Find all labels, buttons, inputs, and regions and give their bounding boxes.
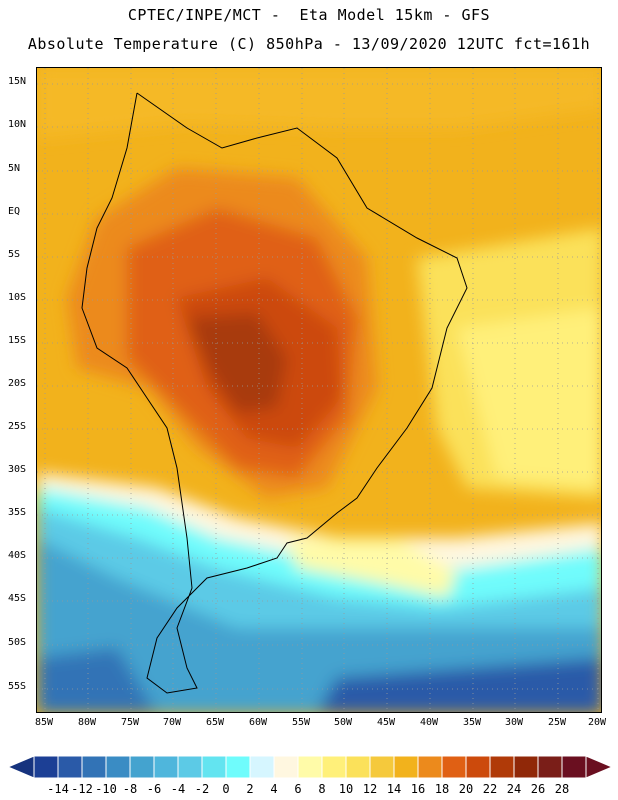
- longitude-label: 85W: [34, 717, 54, 728]
- colorbar-cell: [273, 755, 299, 779]
- colorbar-tick-label: 14: [386, 782, 402, 796]
- colorbar-cell: [441, 755, 467, 779]
- colorbar-cell: [393, 755, 419, 779]
- colorbar-min-arrow: [6, 755, 35, 779]
- colorbar-tick-label: -2: [194, 782, 210, 796]
- latitude-label: 5N: [8, 163, 21, 174]
- colorbar-cell: [345, 755, 371, 779]
- latitude-label: 35S: [8, 507, 27, 518]
- latitude-label: 15S: [8, 335, 27, 346]
- colorbar-cell: [129, 755, 155, 779]
- latitude-label: 25S: [8, 421, 27, 432]
- colorbar-tick-label: -12: [71, 782, 93, 796]
- latitude-label: 50S: [8, 637, 27, 648]
- colorbar: [6, 755, 614, 779]
- colorbar-cell: [225, 755, 251, 779]
- longitude-label: 80W: [77, 717, 97, 728]
- colorbar-tick-label: 16: [410, 782, 426, 796]
- colorbar-tick-label: 24: [506, 782, 522, 796]
- colorbar-cell: [321, 755, 347, 779]
- longitude-label: 20W: [587, 717, 607, 728]
- colorbar-cell: [297, 755, 323, 779]
- latitude-label: 5S: [8, 249, 21, 260]
- latitude-label: 45S: [8, 593, 27, 604]
- colorbar-tick-label: -4: [170, 782, 186, 796]
- latitude-label: 10S: [8, 292, 27, 303]
- colorbar-cell: [105, 755, 131, 779]
- longitude-label: 35W: [462, 717, 482, 728]
- colorbar-tick-label: 0: [222, 782, 230, 796]
- colorbar-tick-label: 22: [482, 782, 498, 796]
- coastline: [81, 92, 468, 694]
- colorbar-tick-label: 4: [270, 782, 278, 796]
- longitude-label: 30W: [504, 717, 524, 728]
- colorbar-cell: [81, 755, 107, 779]
- colorbar-tick-label: 26: [530, 782, 546, 796]
- longitude-label: 60W: [248, 717, 268, 728]
- colorbar-max-arrow: [585, 755, 614, 779]
- colorbar-tick-label: -8: [122, 782, 138, 796]
- colorbar-cell: [465, 755, 491, 779]
- colorbar-cell: [153, 755, 179, 779]
- colorbar-tick-label: -10: [95, 782, 117, 796]
- longitude-label: 25W: [547, 717, 567, 728]
- colorbar-tick-label: -6: [146, 782, 162, 796]
- longitude-label: 70W: [162, 717, 182, 728]
- longitude-label: 45W: [376, 717, 396, 728]
- temperature-map: [36, 67, 602, 713]
- longitude-label: 65W: [205, 717, 225, 728]
- latitude-label: EQ: [8, 206, 21, 217]
- colorbar-tick-label: 20: [458, 782, 474, 796]
- colorbar-cell: [57, 755, 83, 779]
- colorbar-cell: [417, 755, 443, 779]
- header-title-line-1: CPTEC/INPE/MCT - Eta Model 15km - GFS: [127, 6, 491, 24]
- colorbar-tick-label: 12: [362, 782, 378, 796]
- colorbar-cell: [249, 755, 275, 779]
- longitude-label: 55W: [291, 717, 311, 728]
- latitude-label: 55S: [8, 681, 27, 692]
- colorbar-cell: [513, 755, 539, 779]
- latitude-label: 10N: [8, 119, 27, 130]
- colorbar-cell: [201, 755, 227, 779]
- latitude-label: 30S: [8, 464, 27, 475]
- header-title-line-2: Absolute Temperature (C) 850hPa - 13/09/…: [27, 35, 591, 53]
- colorbar-cell: [33, 755, 59, 779]
- colorbar-tick-label: 18: [434, 782, 450, 796]
- colorbar-cell: [369, 755, 395, 779]
- longitude-label: 50W: [333, 717, 353, 728]
- colorbar-tick-label: -14: [47, 782, 69, 796]
- colorbar-cell: [177, 755, 203, 779]
- longitude-label: 40W: [419, 717, 439, 728]
- colorbar-tick-label: 28: [554, 782, 570, 796]
- colorbar-cell: [537, 755, 563, 779]
- colorbar-cell: [489, 755, 515, 779]
- colorbar-cell: [561, 755, 587, 779]
- map-canvas: [37, 68, 601, 712]
- latitude-label: 15N: [8, 76, 27, 87]
- latitude-label: 40S: [8, 550, 27, 561]
- longitude-label: 75W: [120, 717, 140, 728]
- colorbar-tick-label: 6: [294, 782, 302, 796]
- latitude-label: 20S: [8, 378, 27, 389]
- colorbar-tick-label: 2: [246, 782, 254, 796]
- colorbar-tick-label: 10: [338, 782, 354, 796]
- colorbar-tick-label: 8: [318, 782, 326, 796]
